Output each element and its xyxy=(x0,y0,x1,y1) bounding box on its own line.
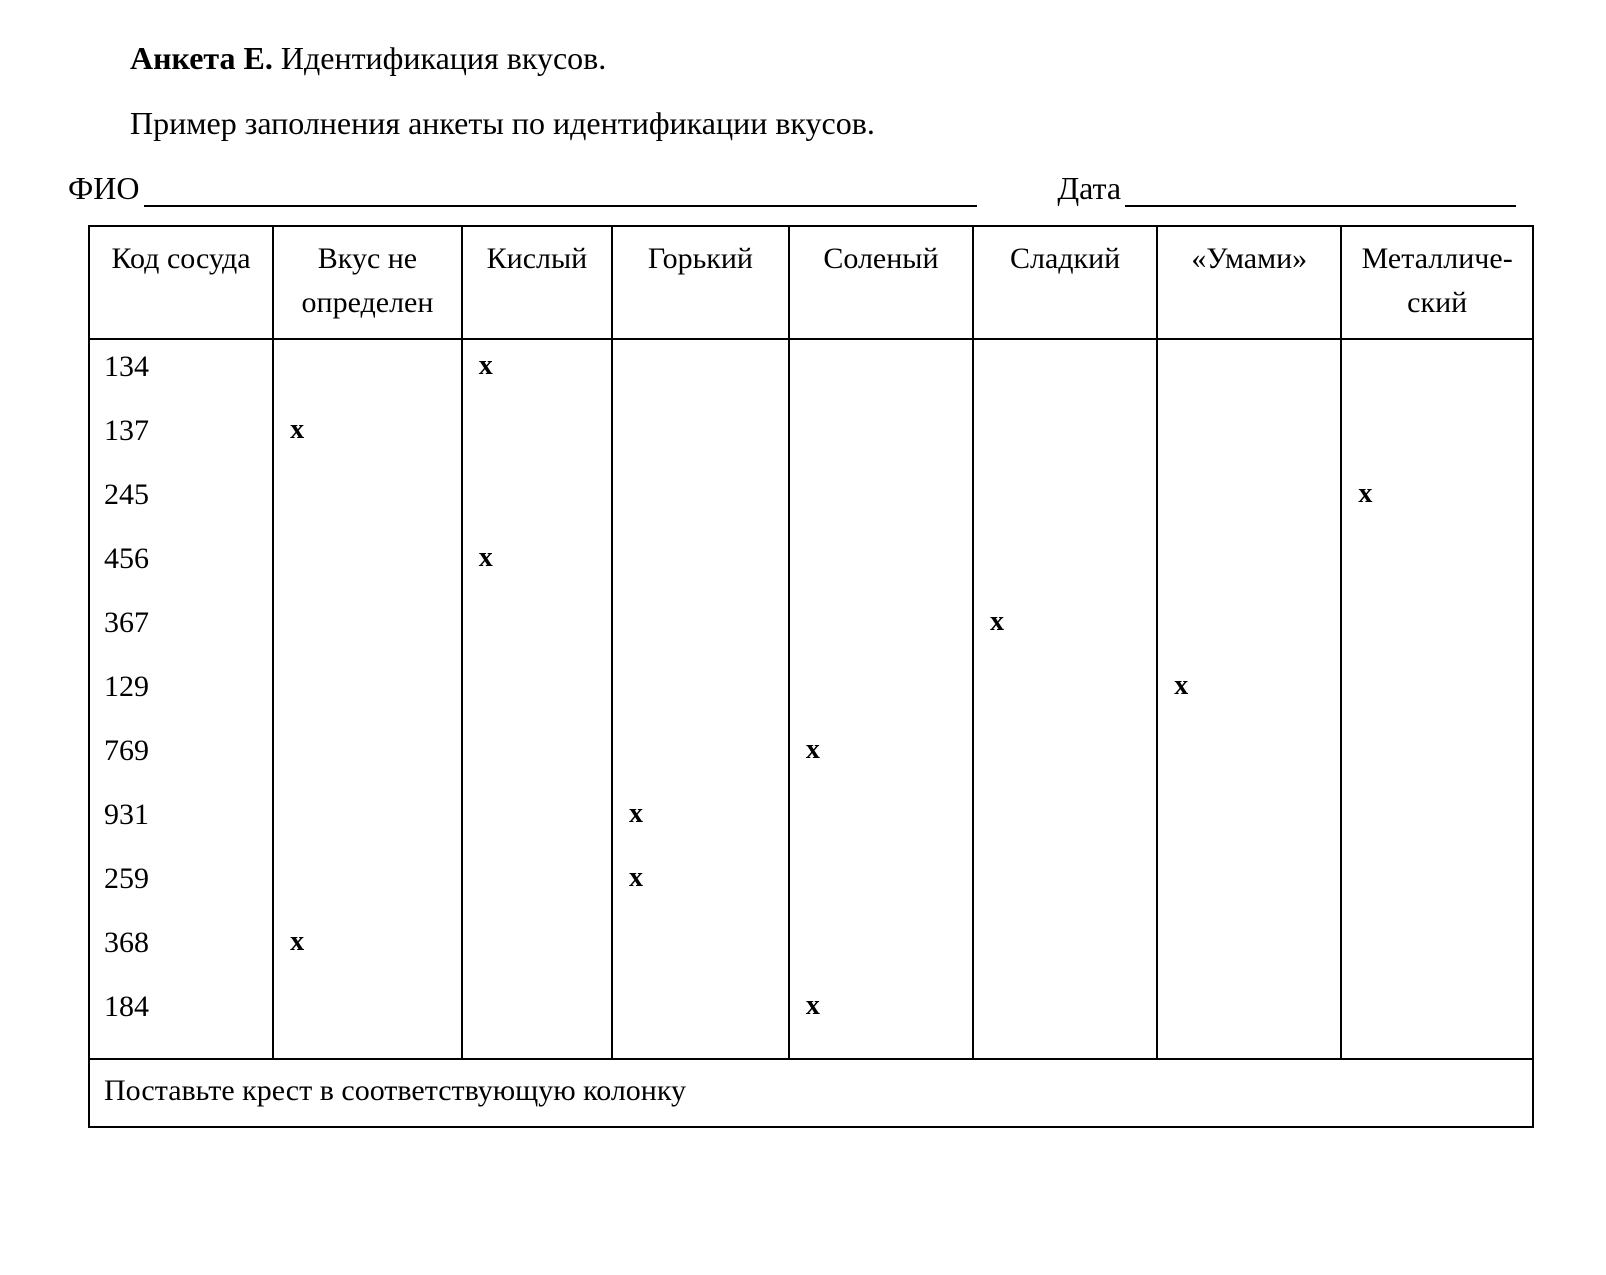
table-header-row: Код сосуда Вкус не опреде­лен Кис­лый Го… xyxy=(89,226,1533,339)
vessel-code: 259 xyxy=(104,852,149,896)
mark-x: x xyxy=(288,404,304,446)
mark-column-cell: x xyxy=(973,339,1157,1059)
mark-x: x xyxy=(627,852,643,894)
mark-x: x xyxy=(1356,468,1372,510)
mark-x: x xyxy=(288,916,304,958)
col-header-bitter: Горь­кий xyxy=(612,226,789,339)
col-header-metal: Метал­личе­ский xyxy=(1341,226,1533,339)
table-footer-instruction: Поставьте крест в соответствующую колонк… xyxy=(89,1059,1533,1127)
mark-column-cell: xx xyxy=(789,339,973,1059)
date-field-line[interactable] xyxy=(1125,181,1516,207)
mark-x: x xyxy=(477,532,493,574)
mark-x: x xyxy=(1172,660,1188,702)
vessel-code: 129 xyxy=(104,660,149,704)
title-bold-part: Анкета Е. xyxy=(130,40,273,76)
taste-identification-table: Код сосуда Вкус не опреде­лен Кис­лый Го… xyxy=(88,225,1534,1128)
mark-x: x xyxy=(988,596,1004,638)
vessel-code: 456 xyxy=(104,532,149,576)
vessel-code: 368 xyxy=(104,916,149,960)
mark-x: x xyxy=(804,980,820,1022)
vessel-code: 184 xyxy=(104,980,149,1024)
mark-column-cell: xx xyxy=(612,339,789,1059)
vessel-code: 769 xyxy=(104,724,149,768)
mark-x: x xyxy=(804,724,820,766)
col-header-undef: Вкус не опреде­лен xyxy=(273,226,462,339)
mark-x: x xyxy=(477,340,493,382)
col-header-sour: Кис­лый xyxy=(462,226,612,339)
vessel-code: 245 xyxy=(104,468,149,512)
vessel-code: 134 xyxy=(104,340,149,384)
title-rest-part: Идентификация вкусов. xyxy=(273,40,606,76)
table-body-row: 134137245456367129769931259368184xxxxxxx… xyxy=(89,339,1533,1059)
name-field-line[interactable] xyxy=(144,181,978,207)
document-subtitle: Пример заполнения анкеты по идентификаци… xyxy=(130,105,1546,142)
mark-column-cell: x xyxy=(1157,339,1341,1059)
col-header-umami: «Ума­ми» xyxy=(1157,226,1341,339)
code-column-cell: 134 137 245 456 367 129 769 931 259 368 184 xyxy=(89,339,273,1059)
vessel-code: 137 xyxy=(104,404,149,448)
name-field-label: ФИО xyxy=(68,170,140,207)
vessel-code: 931 xyxy=(104,788,149,832)
col-header-sweet: Слад­кий xyxy=(973,226,1157,339)
vessel-code: 367 xyxy=(104,596,149,640)
document-title: Анкета Е. Идентификация вкусов. xyxy=(130,40,1546,77)
date-field-label: Дата xyxy=(1057,170,1121,207)
mark-column-cell: xx xyxy=(273,339,462,1059)
col-header-code: Код сосуда xyxy=(89,226,273,339)
mark-column-cell: xx xyxy=(462,339,612,1059)
mark-x: x xyxy=(627,788,643,830)
col-header-salty: Соле­ный xyxy=(789,226,973,339)
mark-column-cell: x xyxy=(1341,339,1533,1059)
